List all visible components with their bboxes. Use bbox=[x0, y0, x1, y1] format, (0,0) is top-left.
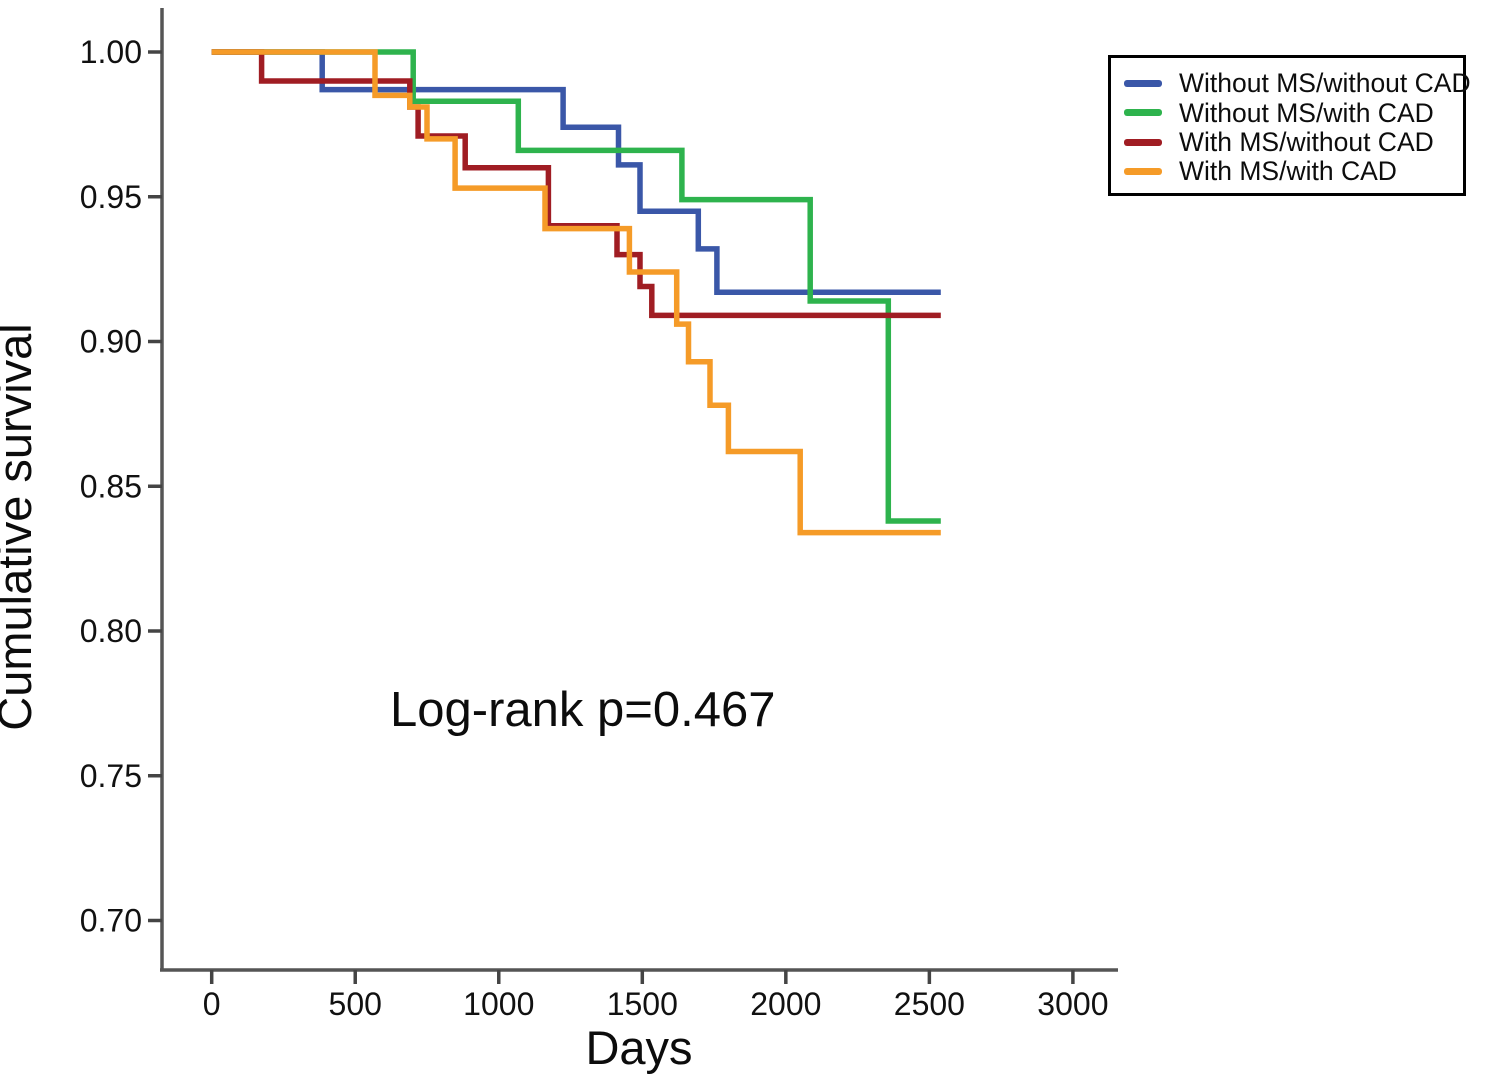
tick-labels: 1.00 0.95 0.90 0.85 0.80 0.75 0.70 0 500 1000 1500… bbox=[80, 34, 1109, 1022]
legend: Without MS/without CAD Without MS/with C… bbox=[1108, 55, 1471, 196]
y-tick-label: 1.00 bbox=[80, 34, 142, 70]
legend-swatch-blue bbox=[1124, 80, 1162, 87]
x-tick-label: 2500 bbox=[894, 986, 965, 1022]
y-tick-label: 0.90 bbox=[80, 324, 142, 360]
legend-swatch-darkred bbox=[1124, 138, 1162, 146]
x-tick-label: 500 bbox=[329, 986, 382, 1022]
legend-item-without-ms-with-cad: Without MS/with CAD bbox=[1111, 98, 1463, 127]
survival-curves bbox=[211, 49, 941, 536]
legend-item-without-ms-without-cad: Without MS/without CAD bbox=[1111, 69, 1471, 98]
legend-label: With MS/without CAD bbox=[1179, 126, 1434, 157]
y-tick-label: 0.80 bbox=[80, 613, 142, 649]
x-tick-label: 0 bbox=[203, 986, 221, 1022]
legend-label: Without MS/with CAD bbox=[1179, 97, 1434, 128]
survival-curve-with-ms-without-cad bbox=[211, 49, 941, 319]
y-axis-title: Cumulative survival bbox=[0, 323, 41, 730]
legend-swatch-green bbox=[1124, 109, 1162, 117]
axes bbox=[148, 8, 1118, 984]
log-rank-annotation: Log-rank p=0.467 bbox=[390, 683, 776, 737]
x-axis-title: Days bbox=[585, 1021, 692, 1074]
x-tick-label: 1000 bbox=[463, 986, 534, 1022]
survival-curve-with-ms-with-cad bbox=[211, 49, 941, 536]
y-tick-label: 0.75 bbox=[80, 758, 142, 794]
legend-item-with-ms-without-cad: With MS/without CAD bbox=[1111, 128, 1463, 157]
legend-item-with-ms-with-cad: With MS/with CAD bbox=[1111, 157, 1463, 186]
survival-curve-without-ms-with-cad bbox=[211, 49, 941, 524]
survival-curve-without-ms-without-cad bbox=[211, 49, 941, 296]
x-tick-label: 2000 bbox=[750, 986, 821, 1022]
x-tick-label: 1500 bbox=[607, 986, 678, 1022]
y-tick-label: 0.70 bbox=[80, 903, 142, 939]
legend-label: With MS/with CAD bbox=[1179, 156, 1397, 187]
x-tick-label: 3000 bbox=[1037, 986, 1108, 1022]
y-tick-label: 0.95 bbox=[80, 179, 142, 215]
legend-swatch-orange bbox=[1124, 167, 1162, 175]
legend-label: Without MS/without CAD bbox=[1179, 68, 1471, 99]
y-tick-label: 0.85 bbox=[80, 468, 142, 504]
